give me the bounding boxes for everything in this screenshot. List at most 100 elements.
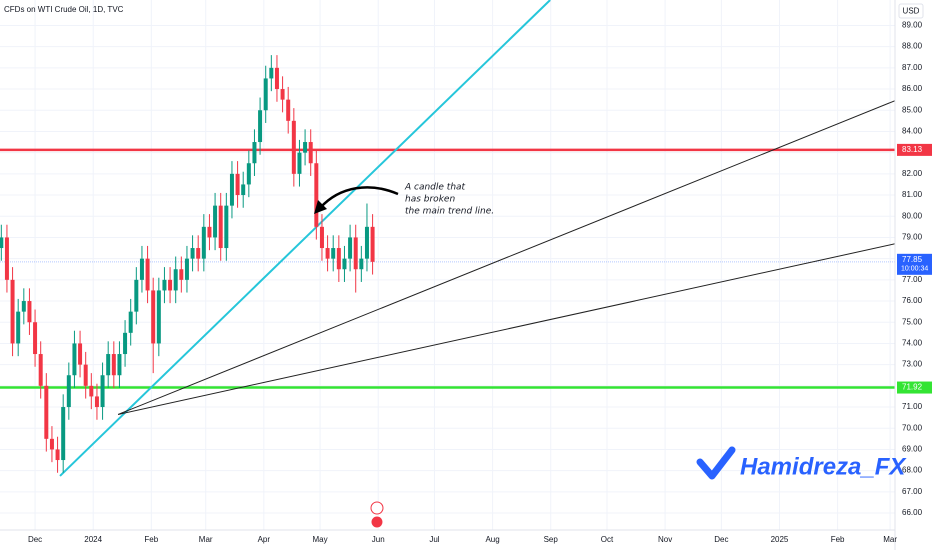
candle-body <box>258 110 263 143</box>
candle-body <box>173 269 178 291</box>
candle-body <box>359 258 364 270</box>
candle-body <box>89 385 94 397</box>
candle-body <box>274 67 279 90</box>
trend-line <box>118 243 895 415</box>
y-tick-label: 77.00 <box>902 275 923 284</box>
y-tick-label: 76.00 <box>902 296 923 305</box>
candle-body <box>348 237 353 259</box>
candle-body <box>21 301 26 312</box>
y-tick-label: 68.00 <box>902 466 923 475</box>
x-tick-label: Oct <box>601 535 614 544</box>
y-tick-label: 85.00 <box>902 105 923 114</box>
y-tick-label: 73.00 <box>902 360 923 369</box>
candle-body <box>0 237 4 249</box>
candle-body <box>66 375 71 408</box>
currency[interactable]: USD <box>903 7 920 16</box>
candle-body <box>196 248 201 259</box>
candle-body <box>336 248 341 270</box>
candle-body <box>44 385 49 439</box>
candle-body <box>139 258 144 280</box>
x-tick-label: 2025 <box>771 535 789 544</box>
candle-body <box>201 226 206 259</box>
plot-area <box>0 0 895 530</box>
candle-body <box>55 449 60 461</box>
trend-line <box>117 100 895 415</box>
candle-body <box>78 343 83 365</box>
x-tick-label: Sep <box>544 535 559 544</box>
y-tick-label: 84.00 <box>902 127 923 136</box>
candle-body <box>291 120 296 174</box>
candle-body <box>33 322 38 355</box>
watermark-check <box>696 446 736 480</box>
candle-body <box>308 142 313 164</box>
x-tick-label: Jul <box>429 535 439 544</box>
candle-body <box>213 205 218 238</box>
x-tick-label: Aug <box>485 535 499 544</box>
y-tick-label: 86.00 <box>902 84 923 93</box>
x-tick-label: Feb <box>831 535 845 544</box>
y-tick-label: 80.00 <box>902 211 923 220</box>
candle-body <box>263 78 268 111</box>
chart-title: CFDs on WTI Crude Oil, 1D, TVC <box>4 5 124 14</box>
candle-body <box>235 173 240 196</box>
candle-body <box>162 279 167 291</box>
candle-body <box>106 354 111 376</box>
y-tick-label: 66.00 <box>902 508 923 517</box>
y-tick-label: 74.00 <box>902 339 923 348</box>
candle-body <box>61 407 66 461</box>
y-tick-label: 79.00 <box>902 233 923 242</box>
candle-body <box>117 354 122 376</box>
candle-body <box>218 205 223 249</box>
last-price-label: 77.85 <box>902 255 923 264</box>
candle-body <box>342 258 347 270</box>
x-tick-label: Jun <box>372 535 385 544</box>
x-tick-label: Mar <box>199 535 213 544</box>
candle-body <box>224 205 229 249</box>
candle-body <box>38 354 43 386</box>
annotation-line: has broken <box>405 195 455 205</box>
candle-body <box>252 142 257 164</box>
y-tick-label: 75.00 <box>902 317 923 326</box>
candle-body <box>100 375 105 408</box>
x-tick-label: Nov <box>658 535 672 544</box>
candle-body <box>353 237 358 270</box>
x-tick-label: Dec <box>714 535 728 544</box>
candle-body <box>123 332 128 355</box>
trend-line <box>59 0 551 477</box>
candle-body <box>184 258 189 280</box>
x-tick-label: May <box>313 535 328 544</box>
level-label: 83.13 <box>902 145 923 154</box>
candle-body <box>286 99 291 121</box>
candle-body <box>179 269 184 280</box>
candle-body <box>280 89 285 100</box>
y-tick-label: 81.00 <box>902 190 923 199</box>
arrow-head <box>314 200 327 214</box>
flag-icon[interactable] <box>370 515 384 529</box>
watermark: Hamidreza_FX <box>740 453 907 480</box>
x-tick-label: 2024 <box>84 535 102 544</box>
candle-body <box>168 279 173 291</box>
y-tick-label: 89.00 <box>902 21 923 30</box>
y-tick-label: 88.00 <box>902 42 923 51</box>
last-price-box <box>897 253 932 275</box>
x-tick-label: Dec <box>28 535 42 544</box>
candle-body <box>128 311 133 333</box>
currency-box[interactable] <box>898 3 924 19</box>
candle-body <box>370 226 375 262</box>
y-tick-label: 87.00 <box>902 63 923 72</box>
candle-body <box>151 290 156 344</box>
candle-body <box>303 142 308 153</box>
candle-body <box>297 152 302 174</box>
x-tick-label: Mar <box>883 535 897 544</box>
candle-body <box>145 258 150 291</box>
candle-body <box>72 343 77 376</box>
event-icon[interactable] <box>370 501 384 515</box>
level-label-box <box>897 143 932 156</box>
candle-body <box>246 163 251 185</box>
candle-body <box>229 173 234 206</box>
candle-body <box>10 279 15 344</box>
y-tick-label: 70.00 <box>902 423 923 432</box>
candle-body <box>241 184 246 196</box>
y-tick-label: 71.00 <box>902 402 923 411</box>
